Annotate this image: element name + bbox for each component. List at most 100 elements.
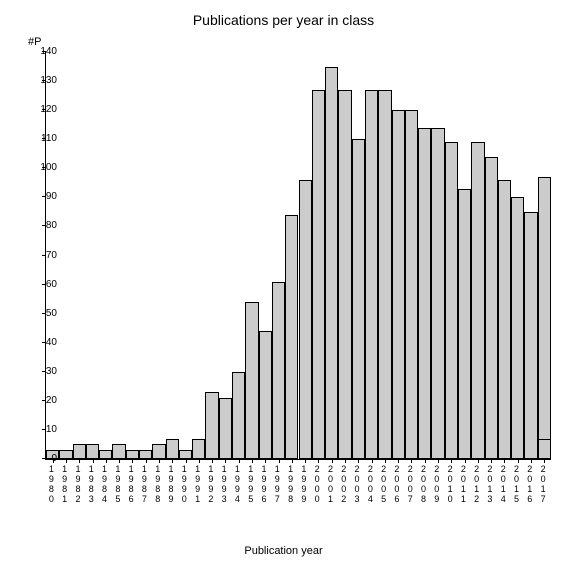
x-tick-mark (465, 459, 466, 463)
x-tick-mark (358, 459, 359, 463)
bar (471, 142, 484, 459)
x-tick-mark (132, 459, 133, 463)
bar (219, 398, 232, 459)
bar (418, 128, 431, 459)
chart-container: Publications per year in class #P Public… (0, 0, 567, 567)
bar (139, 450, 152, 459)
x-tick-mark (212, 459, 213, 463)
x-tick-label: 2016 (525, 465, 535, 505)
x-tick-mark (425, 459, 426, 463)
bar (392, 110, 405, 459)
x-tick-mark (504, 459, 505, 463)
x-tick-label: 1998 (286, 465, 296, 505)
bar (259, 331, 272, 459)
y-tick-label: 70 (29, 251, 57, 261)
y-tick-label: 10 (29, 425, 57, 435)
x-tick-label: 2010 (445, 465, 455, 505)
x-tick-label: 2011 (459, 465, 469, 505)
x-tick-label: 1982 (73, 465, 83, 505)
y-tick-label: 20 (29, 396, 57, 406)
bar (405, 110, 418, 459)
x-tick-mark (93, 459, 94, 463)
x-tick-label: 1987 (140, 465, 150, 505)
x-tick-mark (518, 459, 519, 463)
x-tick-label: 2012 (472, 465, 482, 505)
x-tick-mark (225, 459, 226, 463)
x-tick-mark (199, 459, 200, 463)
y-tick-label: 90 (29, 192, 57, 202)
bar (59, 450, 72, 459)
x-tick-label: 1994 (233, 465, 243, 505)
bar (205, 392, 218, 459)
y-tick-label: 40 (29, 338, 57, 348)
bar (299, 180, 312, 459)
bar (538, 177, 551, 459)
x-tick-label: 2013 (485, 465, 495, 505)
x-tick-label: 1980 (47, 465, 57, 505)
y-tick-label: 130 (29, 76, 57, 86)
bar (485, 157, 498, 459)
bar (99, 450, 112, 459)
x-tick-mark (385, 459, 386, 463)
bar (431, 128, 444, 459)
x-tick-mark (332, 459, 333, 463)
x-tick-mark (305, 459, 306, 463)
x-tick-label: 2005 (379, 465, 389, 505)
x-tick-mark (252, 459, 253, 463)
y-tick-label: 50 (29, 309, 57, 319)
x-tick-mark (239, 459, 240, 463)
x-tick-mark (79, 459, 80, 463)
x-tick-mark (172, 459, 173, 463)
x-tick-label: 2000 (312, 465, 322, 505)
y-tick-label: 0 (29, 454, 57, 464)
x-tick-label: 1993 (219, 465, 229, 505)
x-tick-mark (106, 459, 107, 463)
x-tick-label: 2003 (352, 465, 362, 505)
bar (524, 212, 537, 459)
x-tick-mark (279, 459, 280, 463)
x-tick-label: 1992 (206, 465, 216, 505)
bar (365, 90, 378, 459)
bar (378, 90, 391, 459)
bar-partial (538, 439, 551, 459)
x-axis-label: Publication year (0, 545, 567, 557)
x-tick-label: 2004 (366, 465, 376, 505)
x-tick-label: 2006 (392, 465, 402, 505)
x-tick-mark (478, 459, 479, 463)
bar (445, 142, 458, 459)
x-tick-label: 1990 (180, 465, 190, 505)
x-tick-label: 1989 (166, 465, 176, 505)
x-tick-label: 2007 (405, 465, 415, 505)
x-tick-label: 1983 (87, 465, 97, 505)
bar (126, 450, 139, 459)
x-tick-mark (265, 459, 266, 463)
x-tick-label: 2008 (419, 465, 429, 505)
x-tick-label: 2001 (326, 465, 336, 505)
x-tick-label: 1985 (113, 465, 123, 505)
x-tick-mark (318, 459, 319, 463)
x-tick-mark (531, 459, 532, 463)
bar (179, 450, 192, 459)
x-tick-label: 2015 (512, 465, 522, 505)
bar (352, 139, 365, 459)
x-tick-label: 1996 (259, 465, 269, 505)
x-tick-label: 1986 (126, 465, 136, 505)
y-tick-label: 120 (29, 105, 57, 115)
x-tick-mark (438, 459, 439, 463)
bar (312, 90, 325, 459)
bar (192, 439, 205, 459)
x-tick-label: 2009 (432, 465, 442, 505)
x-tick-label: 2002 (339, 465, 349, 505)
plot-area (45, 52, 551, 460)
y-tick-label: 80 (29, 221, 57, 231)
y-tick-label: 110 (29, 134, 57, 144)
x-tick-mark (119, 459, 120, 463)
x-tick-label: 1981 (60, 465, 70, 505)
x-tick-mark (398, 459, 399, 463)
y-tick-label: 60 (29, 280, 57, 290)
bar (86, 444, 99, 459)
bar (511, 197, 524, 459)
x-tick-mark (345, 459, 346, 463)
bar (338, 90, 351, 459)
y-tick-label: 100 (29, 163, 57, 173)
